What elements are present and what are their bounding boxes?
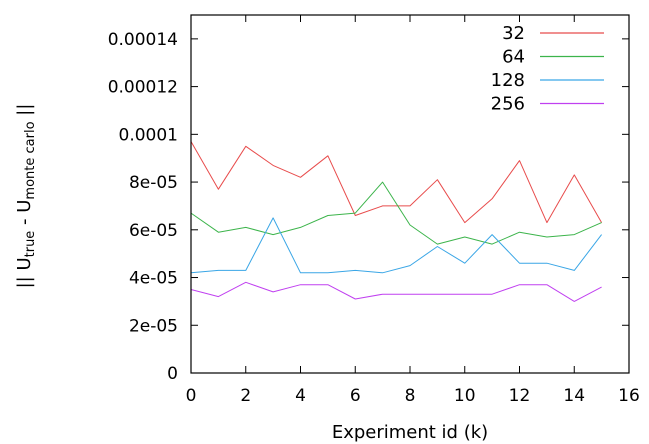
axis-ticks: 0 2e-05 4e-05 6e-05 8e-05 0.0001 0.00012 0.0001… [108, 15, 640, 406]
y-tick-label: 0.00014 [108, 30, 178, 50]
legend-label-256: 256 [491, 94, 525, 115]
series-lines [190, 141, 603, 302]
legend-label-64: 64 [502, 47, 525, 68]
x-tick-label: 4 [295, 386, 306, 406]
series-line-64 [190, 181, 602, 245]
x-tick-label: 0 [186, 386, 197, 406]
x-axis-label: Experiment id (k) [332, 422, 488, 443]
x-tick-label: 14 [563, 386, 585, 406]
y-tick-label: 8e-05 [129, 173, 178, 193]
plot-frame [190, 14, 630, 374]
x-tick-label: 2 [240, 386, 251, 406]
x-tick-label: 16 [618, 386, 640, 406]
y-axis-label: || Utrue - Umonte carlo || [14, 104, 38, 289]
series-line-32 [190, 141, 603, 224]
x-tick-label: 6 [350, 386, 361, 406]
x-tick-label: 12 [509, 386, 531, 406]
y-tick-label: 4e-05 [129, 269, 178, 289]
x-tick-label: 8 [405, 386, 416, 406]
series-line-128 [190, 217, 602, 274]
y-tick-label: 2e-05 [129, 316, 178, 336]
legend-label-128: 128 [491, 70, 525, 91]
y-tick-label: 6e-05 [129, 221, 178, 241]
y-tick-label: 0.0001 [119, 125, 178, 145]
y-tick-label: 0 [167, 364, 178, 384]
x-tick-label: 10 [454, 386, 476, 406]
legend-label-32: 32 [502, 23, 525, 44]
series-line-256 [190, 281, 602, 302]
y-tick-label: 0.00012 [108, 78, 178, 98]
